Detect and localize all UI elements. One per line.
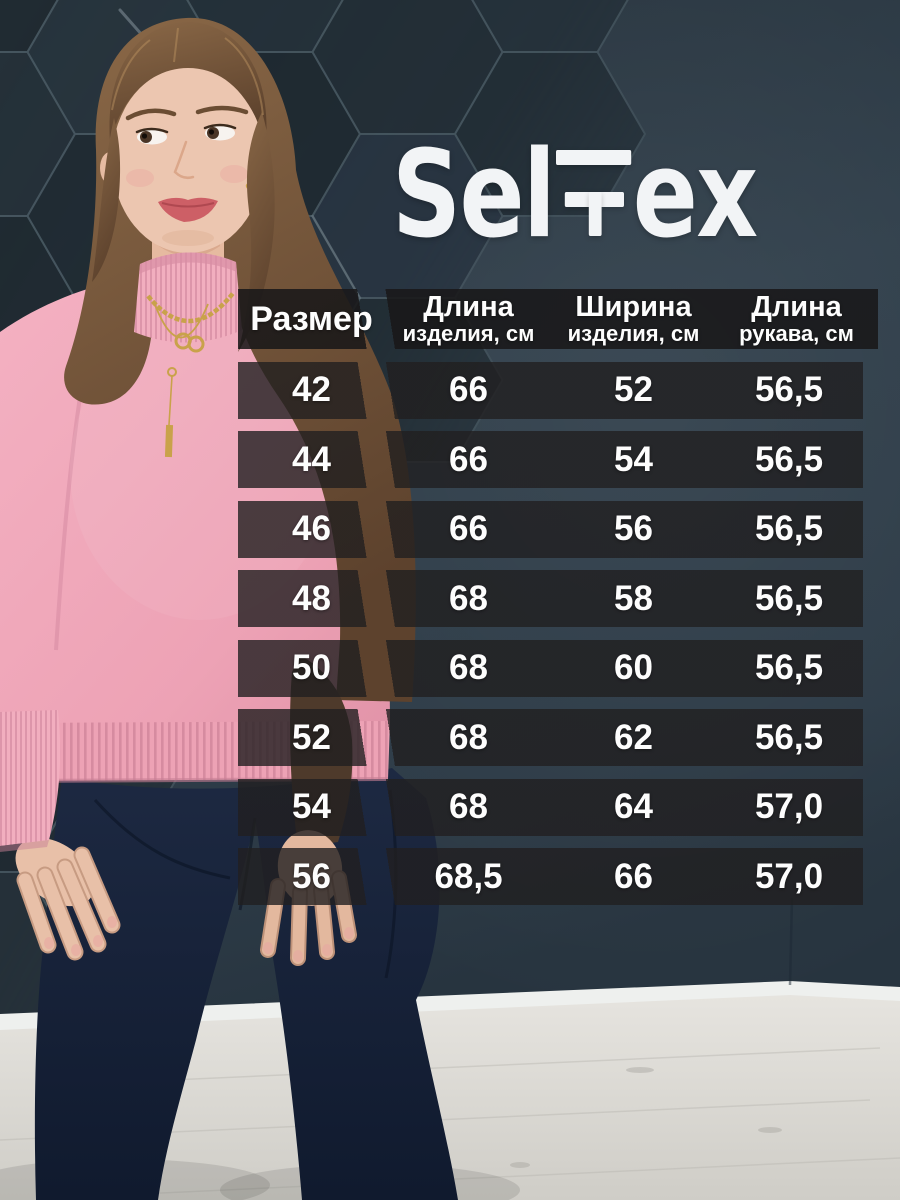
cell-width: 54 — [614, 439, 653, 479]
brand-text-ex: ex — [632, 126, 758, 265]
col-header-length: Длина изделия, см — [402, 290, 535, 346]
face — [100, 67, 264, 253]
brand-logo: Sel ex — [392, 126, 758, 265]
cell-size: 54 — [292, 787, 331, 826]
hair-front — [92, 22, 275, 352]
eyebrows — [125, 105, 249, 121]
baseboard — [0, 981, 900, 1032]
cell-length: 68 — [449, 578, 488, 618]
size-row-56: 56 68,5 66 57,0 — [238, 848, 863, 905]
cell-size: 52 — [292, 717, 331, 757]
col-header-size: Размер — [250, 299, 373, 338]
cell-length: 66 — [449, 370, 488, 409]
col-header-width: Ширина изделия, см — [567, 290, 700, 346]
size-table: Размер Длина изделия, см Ширина изделия,… — [238, 289, 878, 905]
cell-size: 50 — [292, 648, 331, 687]
size-table-header: Размер Длина изделия, см Ширина изделия,… — [238, 289, 878, 349]
cell-length: 68 — [449, 717, 488, 757]
cell-sleeve: 57,0 — [754, 787, 824, 826]
cell-size: 46 — [292, 509, 331, 548]
cell-width: 64 — [614, 787, 653, 826]
brand-letter-t-icon — [555, 148, 632, 236]
cell-size: 56 — [292, 856, 331, 896]
cell-length: 68 — [449, 648, 488, 687]
necklace — [146, 290, 236, 458]
col-header-sleeve: Длина рукава, см — [739, 290, 854, 346]
wall-corner-line — [788, 897, 794, 986]
lips — [158, 197, 218, 222]
size-row-48: 48 68 58 56,5 — [238, 570, 863, 627]
size-row-50: 50 68 60 56,5 — [238, 639, 863, 697]
nose — [173, 140, 195, 180]
cell-width: 52 — [614, 370, 653, 409]
cell-width: 58 — [614, 578, 653, 618]
cell-size: 44 — [292, 439, 331, 479]
sleeve-cuff — [0, 710, 61, 846]
left-hand — [15, 837, 121, 961]
cell-sleeve: 56,5 — [754, 578, 824, 618]
cell-sleeve: 56,5 — [754, 370, 824, 409]
cell-width: 56 — [614, 509, 653, 548]
cell-width: 62 — [614, 717, 653, 757]
cell-sleeve: 56,5 — [754, 439, 824, 479]
size-row-46: 46 66 56 56,5 — [238, 500, 863, 558]
cell-length: 66 — [449, 439, 488, 479]
cell-width: 66 — [614, 856, 653, 896]
size-row-54: 54 68 64 57,0 — [238, 778, 863, 836]
left-eye — [135, 127, 169, 145]
size-row-42: 42 66 52 56,5 — [238, 361, 863, 419]
size-row-52: 52 68 62 56,5 — [238, 709, 863, 766]
cell-size: 48 — [292, 578, 331, 618]
cell-sleeve: 56,5 — [754, 509, 824, 548]
cell-length: 68,5 — [434, 856, 503, 896]
size-row-44: 44 66 54 56,5 — [238, 431, 863, 488]
cell-length: 68 — [449, 787, 488, 826]
floor — [0, 995, 900, 1200]
cell-size: 42 — [292, 370, 331, 409]
cell-sleeve: 56,5 — [754, 648, 824, 687]
brand-text-sel: Sel — [392, 126, 556, 265]
cell-width: 60 — [614, 648, 653, 687]
cell-sleeve: 57,0 — [754, 856, 824, 896]
cell-length: 66 — [449, 509, 488, 548]
cell-sleeve: 56,5 — [754, 717, 824, 757]
right-eye — [203, 123, 237, 141]
